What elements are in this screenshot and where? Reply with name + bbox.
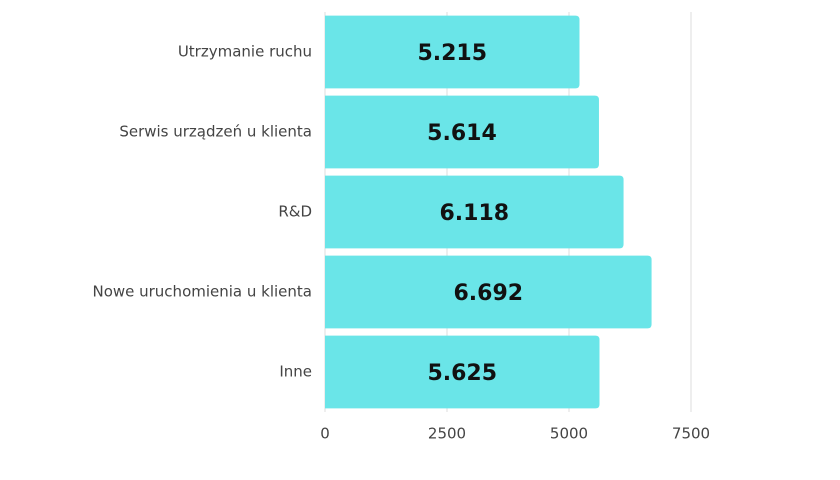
y-tick-label: Serwis urządzeń u klienta [119,123,312,141]
bar [325,335,600,409]
bar [325,15,580,89]
x-tick-label: 0 [320,425,330,443]
value-label: 5.625 [427,361,497,386]
value-label: 5.614 [427,121,497,146]
bar [325,255,652,329]
value-label: 6.692 [453,281,523,306]
x-tick-label: 5000 [550,425,588,443]
y-tick-label: Utrzymanie ruchu [178,43,312,61]
value-label: 6.118 [439,201,509,226]
value-label: 5.215 [417,41,487,66]
y-tick-label: Inne [279,363,312,381]
y-tick-label: R&D [278,203,312,221]
y-tick-label: Nowe uruchomienia u klienta [92,283,312,301]
bar [325,95,599,169]
x-tick-label: 2500 [428,425,466,443]
bar [325,175,624,249]
x-tick-label: 7500 [672,425,710,443]
